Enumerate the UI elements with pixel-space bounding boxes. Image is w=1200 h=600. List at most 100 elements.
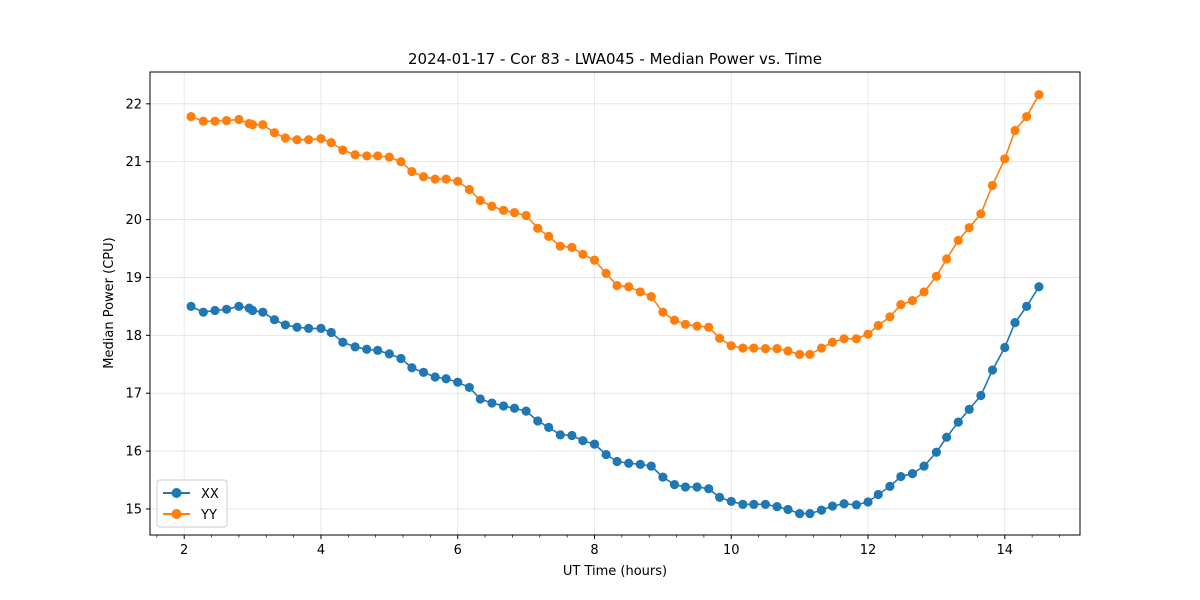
data-point-yy (555, 241, 565, 251)
data-point-yy (931, 271, 941, 281)
data-point-xx (726, 496, 736, 507)
data-point-yy (919, 287, 929, 297)
data-point-xx (464, 382, 474, 393)
data-point-xx (555, 430, 565, 440)
data-point-xx (396, 353, 406, 364)
x-tick-label: 6 (454, 543, 462, 558)
data-point-yy (475, 195, 485, 206)
y-tick-label: 21 (125, 155, 142, 170)
data-point-xx (1000, 342, 1010, 353)
data-point-xx (567, 430, 577, 441)
data-point-yy (692, 321, 702, 331)
data-point-xx (475, 394, 485, 404)
data-point-yy (942, 254, 952, 264)
data-point-xx (430, 372, 440, 382)
data-point-yy (827, 337, 838, 347)
x-tick-label: 8 (590, 543, 598, 558)
data-point-xx (658, 472, 668, 482)
data-point-xx (186, 301, 196, 311)
data-point-xx (931, 447, 941, 457)
data-point-xx (407, 363, 417, 373)
data-point-xx (907, 469, 918, 479)
data-point-xx (715, 492, 725, 502)
data-point-xx (198, 307, 208, 317)
data-point-yy (589, 255, 600, 265)
data-point-yy (441, 174, 451, 184)
data-point-yy (624, 282, 634, 292)
data-point-yy (304, 135, 314, 145)
data-point-yy (487, 201, 497, 211)
data-point-yy (772, 344, 782, 354)
data-point-xx (919, 461, 929, 471)
data-point-yy (1022, 111, 1032, 122)
data-point-yy (839, 334, 849, 344)
plot-frame (149, 71, 1081, 536)
data-point-yy (805, 349, 815, 360)
data-point-yy (373, 151, 383, 161)
data-point-yy (234, 114, 244, 125)
data-point-xx (704, 484, 714, 494)
data-point-yy (464, 184, 474, 195)
data-point-xx (521, 406, 531, 416)
data-point-yy (715, 333, 725, 343)
y-tick-label: 18 (125, 329, 142, 344)
data-point-yy (453, 176, 463, 186)
data-point-xx (544, 422, 554, 432)
data-point-yy (533, 223, 543, 233)
data-point-xx (258, 307, 268, 317)
data-point-yy (646, 291, 656, 302)
data-point-xx (851, 500, 861, 510)
data-point-yy (326, 138, 336, 148)
data-point-xx (338, 337, 348, 347)
data-point-xx (976, 390, 986, 401)
data-point-yy (863, 329, 873, 339)
data-point-yy (186, 111, 196, 122)
data-point-yy (953, 235, 963, 246)
data-point-yy (247, 120, 258, 130)
data-point-xx (885, 481, 895, 491)
data-point-xx (760, 499, 771, 509)
y-axis-label: Median Power (CPU) (102, 237, 117, 368)
data-point-xx (942, 432, 952, 442)
data-point-yy (612, 280, 622, 291)
data-point-yy (407, 166, 417, 177)
data-point-yy (210, 116, 220, 126)
data-point-yy (896, 300, 906, 310)
data-point-xx (210, 305, 220, 316)
series-line-yy (190, 94, 1040, 356)
data-point-yy (726, 341, 736, 351)
data-point-xx (533, 416, 543, 426)
x-axis: 2 4 6 8 10 12 14 (156, 535, 1060, 558)
data-point-yy (362, 151, 372, 161)
x-tick-label: 14 (997, 543, 1014, 558)
data-point-xx (418, 367, 429, 377)
data-point-yy (704, 322, 714, 332)
data-point-xx (680, 482, 691, 492)
data-point-yy (680, 319, 691, 329)
data-point-xx (669, 480, 680, 490)
data-point-xx (269, 315, 280, 325)
data-point-xx (453, 377, 463, 387)
legend-marker-xx (171, 488, 182, 498)
data-point-yy (578, 249, 588, 259)
data-point-xx (805, 508, 815, 519)
data-point-xx (304, 323, 314, 333)
data-point-yy (258, 120, 268, 130)
legend-label-yy: YY (200, 508, 217, 523)
data-point-xx (624, 458, 634, 468)
data-point-yy (280, 133, 290, 143)
legend-marker-yy (171, 509, 182, 519)
data-point-xx (362, 344, 372, 354)
data-point-xx (646, 461, 656, 471)
y-tick-label: 19 (125, 271, 142, 286)
data-point-yy (816, 343, 827, 353)
data-point-yy (316, 133, 326, 144)
y-axis: 15 16 17 18 19 20 21 22 (125, 97, 150, 517)
data-point-yy (198, 116, 208, 126)
data-point-xx (749, 499, 759, 509)
data-point-yy (669, 315, 680, 325)
data-point-yy (292, 135, 302, 145)
x-tick-label: 4 (317, 543, 325, 558)
data-point-xx (316, 323, 326, 333)
